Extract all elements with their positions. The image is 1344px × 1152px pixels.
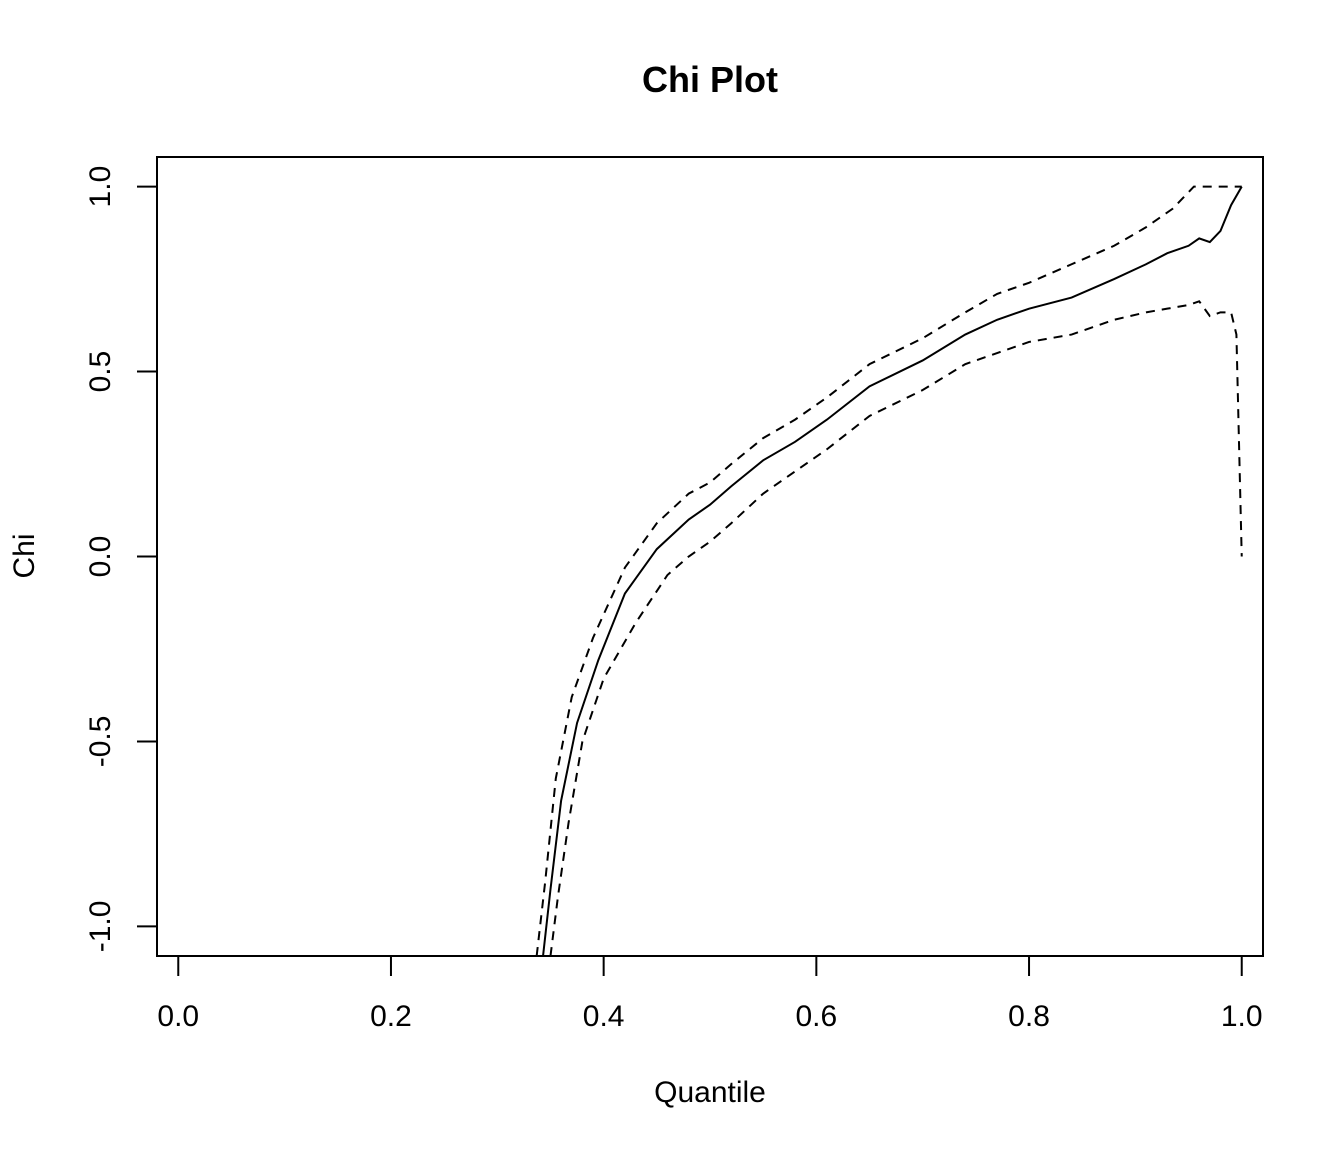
- x-tick-label: 0.2: [370, 1000, 412, 1033]
- y-tick-label: 1.0: [84, 166, 117, 208]
- lower-confidence-line: [549, 300, 1243, 957]
- upper-confidence-line: [535, 185, 1242, 957]
- x-axis-label: Quantile: [654, 1076, 766, 1109]
- chi-estimate-line: [542, 186, 1243, 957]
- y-axis-label: Chi: [8, 533, 41, 578]
- x-tick-label: 0.4: [583, 1000, 625, 1033]
- x-tick-label: 1.0: [1221, 1000, 1263, 1033]
- y-tick-label: -0.5: [84, 716, 117, 768]
- x-axis: 0.0 0.2 0.4 0.6 0.8 1.0: [157, 955, 1263, 1033]
- chart-title: Chi Plot: [642, 59, 778, 100]
- y-tick-label: 0.5: [84, 351, 117, 393]
- y-tick-label: -1.0: [84, 901, 117, 953]
- y-axis: -1.0 -0.5 0.0 0.5 1.0: [84, 166, 158, 953]
- series-layer: [535, 185, 1243, 957]
- x-tick-label: 0.0: [157, 1000, 199, 1033]
- x-tick-label: 0.6: [795, 1000, 837, 1033]
- y-tick-label: 0.0: [84, 536, 117, 578]
- plot-area-frame: [156, 156, 1264, 957]
- x-tick-label: 0.8: [1008, 1000, 1050, 1033]
